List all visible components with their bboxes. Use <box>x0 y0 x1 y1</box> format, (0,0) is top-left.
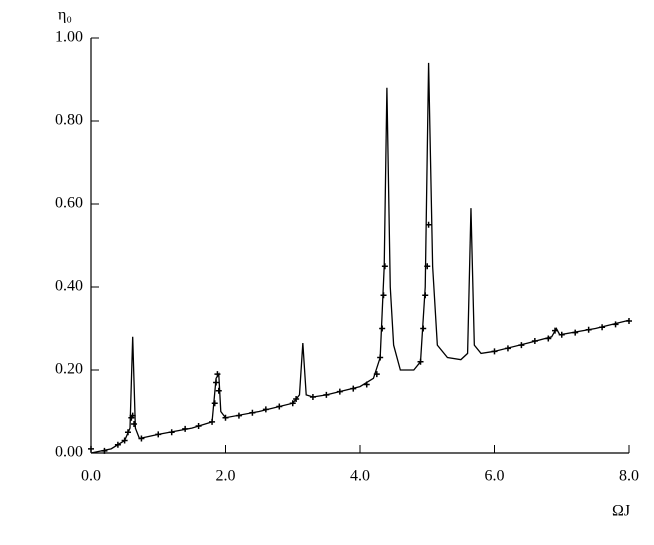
marker <box>222 414 229 421</box>
y-tick-label: 0.80 <box>55 112 83 129</box>
marker <box>211 400 218 407</box>
marker <box>363 381 370 388</box>
y-tick-label: 0.40 <box>55 278 83 295</box>
y-tick-label: 0.60 <box>55 195 83 212</box>
marker <box>422 292 429 299</box>
y-tick-label: 0.20 <box>55 361 83 378</box>
x-tick-label: 4.0 <box>350 468 370 485</box>
y-tick-label: 1.00 <box>55 29 83 46</box>
marker <box>336 388 343 395</box>
marker <box>129 412 136 419</box>
marker <box>121 437 128 444</box>
marker <box>182 425 189 432</box>
marker <box>215 387 222 394</box>
marker <box>612 321 619 328</box>
marker <box>518 342 525 349</box>
y-tick-label: 0.00 <box>55 444 83 461</box>
marker <box>214 371 221 378</box>
marker <box>209 418 216 425</box>
marker <box>350 385 357 392</box>
marker <box>377 354 384 361</box>
marker <box>381 263 388 270</box>
marker <box>425 221 432 228</box>
marker <box>572 329 579 336</box>
marker <box>155 431 162 438</box>
marker <box>235 412 242 419</box>
marker <box>599 324 606 331</box>
x-axis-label: ΩJ <box>612 503 630 520</box>
marker <box>417 358 424 365</box>
marker <box>585 326 592 333</box>
marker <box>309 393 316 400</box>
x-tick-label: 2.0 <box>216 468 236 485</box>
marker <box>101 447 108 454</box>
marker <box>276 403 283 410</box>
x-tick-label: 6.0 <box>485 468 505 485</box>
marker <box>213 379 220 386</box>
marker <box>168 429 175 436</box>
marker <box>138 435 145 442</box>
x-tick-label: 8.0 <box>619 468 639 485</box>
marker <box>293 396 300 403</box>
marker <box>558 331 565 338</box>
marker <box>323 391 330 398</box>
marker <box>545 335 552 342</box>
marker <box>373 371 380 378</box>
marker <box>491 348 498 355</box>
marker <box>131 420 138 427</box>
x-tick-label: 0.0 <box>81 468 101 485</box>
marker <box>114 441 121 448</box>
marker <box>379 325 386 332</box>
marker <box>531 337 538 344</box>
marker <box>289 400 296 407</box>
marker <box>420 325 427 332</box>
marker <box>380 292 387 299</box>
marker <box>124 429 131 436</box>
marker <box>552 327 559 334</box>
marker <box>88 445 94 452</box>
marker <box>626 318 632 325</box>
y-axis-label: η₀ <box>58 7 72 24</box>
marker <box>504 345 511 352</box>
marker <box>195 423 202 430</box>
marker <box>249 409 256 416</box>
marker <box>262 406 269 413</box>
line <box>90 62 630 454</box>
marker <box>424 263 431 270</box>
